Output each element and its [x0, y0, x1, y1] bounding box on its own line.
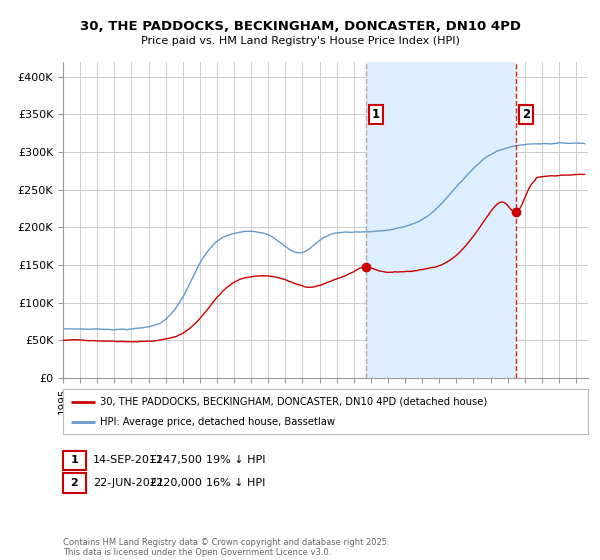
Text: HPI: Average price, detached house, Bassetlaw: HPI: Average price, detached house, Bass…: [100, 417, 335, 427]
Text: 1: 1: [372, 108, 380, 121]
Text: 14-SEP-2012: 14-SEP-2012: [93, 455, 164, 465]
Text: 16% ↓ HPI: 16% ↓ HPI: [206, 478, 265, 488]
Text: 1: 1: [71, 455, 78, 465]
Text: Contains HM Land Registry data © Crown copyright and database right 2025.
This d: Contains HM Land Registry data © Crown c…: [63, 538, 389, 557]
Bar: [366, 62, 515, 378]
Text: £220,000: £220,000: [149, 478, 202, 488]
Text: 30, THE PADDOCKS, BECKINGHAM, DONCASTER, DN10 4PD: 30, THE PADDOCKS, BECKINGHAM, DONCASTER,…: [79, 20, 521, 32]
Text: 2: 2: [521, 108, 530, 121]
Text: 30, THE PADDOCKS, BECKINGHAM, DONCASTER, DN10 4PD (detached house): 30, THE PADDOCKS, BECKINGHAM, DONCASTER,…: [100, 396, 487, 407]
Text: Price paid vs. HM Land Registry's House Price Index (HPI): Price paid vs. HM Land Registry's House …: [140, 36, 460, 46]
Text: 2: 2: [71, 478, 78, 488]
Text: 22-JUN-2021: 22-JUN-2021: [93, 478, 164, 488]
Text: £147,500: £147,500: [149, 455, 202, 465]
Text: 19% ↓ HPI: 19% ↓ HPI: [206, 455, 265, 465]
